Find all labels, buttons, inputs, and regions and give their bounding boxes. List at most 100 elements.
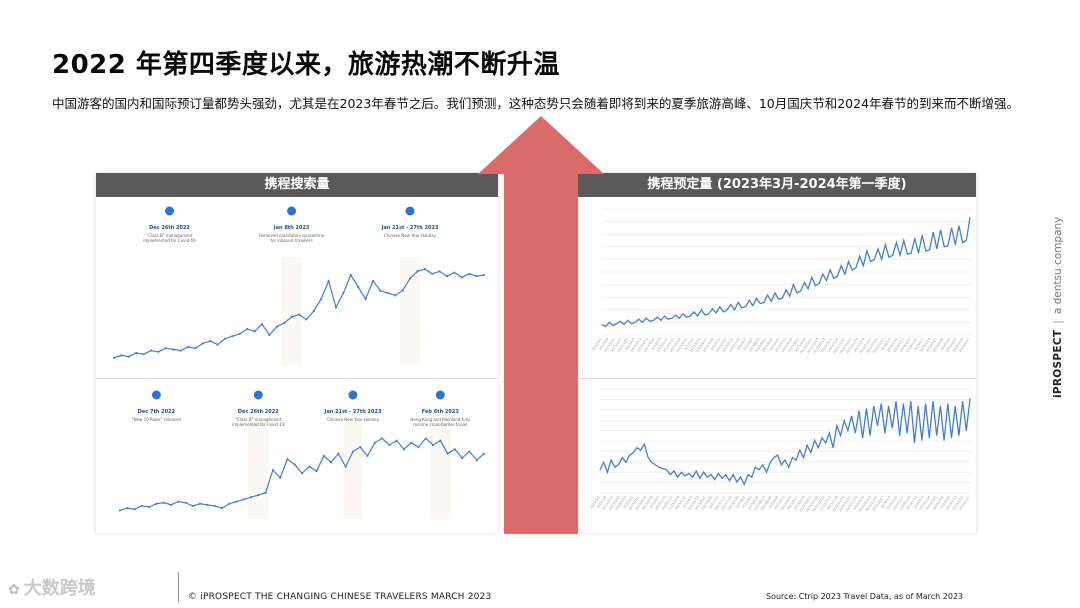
booking-data-point [740, 476, 741, 478]
booking-data-point [655, 464, 656, 466]
booking-data-point [837, 275, 838, 277]
booking-data-point [958, 435, 960, 436]
search-data-point [322, 454, 325, 457]
booking-data-point [848, 261, 849, 262]
booking-data-point [880, 403, 882, 405]
search-data-point [275, 325, 278, 328]
booking-data-point [737, 302, 739, 303]
event-marker-icon [348, 390, 358, 400]
annotation-text: Chinese New Year Holiday [327, 417, 380, 422]
annotation-text-line: "New 10 Rules" released [132, 417, 182, 422]
booking-data-point [607, 471, 608, 473]
booking-data-point [888, 256, 890, 258]
search-data-point [169, 503, 173, 506]
booking-data-point [877, 425, 878, 427]
search-data-point [438, 270, 441, 273]
search-data-point [300, 472, 304, 475]
search-data-point [118, 509, 122, 512]
booking-data-point [766, 471, 767, 473]
booking-data-point [647, 457, 649, 458]
search-data-point [191, 504, 194, 508]
booking-data-point [888, 405, 889, 407]
booking-data-point [658, 466, 660, 468]
booking-data-point [896, 242, 897, 243]
booking-data-point [899, 435, 901, 436]
booking-data-point [645, 317, 647, 319]
booking-data-point [884, 244, 886, 246]
annotation-text-line: implemented for Covid-19 [143, 238, 196, 243]
search-data-point [401, 289, 404, 292]
annotation-text-line: for inbound travelers [271, 238, 313, 243]
x-tick-label: 2023/5/3 [650, 337, 661, 351]
search-data-point [380, 437, 384, 440]
annotation-date: Feb 6th 2023 [422, 409, 460, 415]
booking-data-point [895, 400, 897, 402]
booking-data-point [914, 238, 916, 239]
search-data-point [238, 332, 241, 335]
booking-data-point [869, 435, 871, 436]
booking-volume-panel: 携程预定量 (2023年3月-2024年第一季度) 2023/3/1 2023/3… [578, 173, 976, 533]
booking-data-point [723, 311, 724, 313]
booking-data-point [958, 225, 960, 227]
booking-data-point [826, 280, 827, 281]
booking-data-point [881, 259, 883, 260]
booking-data-point [629, 454, 630, 456]
booking-data-point [778, 298, 780, 300]
search-data-point [140, 504, 143, 508]
booking-data-point [623, 324, 625, 325]
booking-data-point [703, 471, 704, 473]
search-data-point [162, 501, 165, 504]
booking-data-point [745, 306, 746, 308]
brand-vertical: iPROSPECT|a dentsu company [1052, 216, 1064, 398]
booking-data-point [947, 245, 949, 247]
booking-data-point [712, 308, 713, 310]
booking-data-point [608, 322, 610, 323]
page-subtitle: 中国游客的国内和国际预订量都势头强劲，尤其是在2023年春节之后。我们预测，这种… [52, 96, 1020, 111]
booking-data-point [910, 252, 912, 254]
booking-data-point [708, 313, 710, 315]
booking-data-point [840, 435, 841, 436]
search-data-point [308, 465, 311, 468]
booking-data-point [729, 480, 730, 482]
search-data-point [468, 272, 471, 275]
booking-data-point [822, 273, 824, 275]
search-data-point [320, 297, 323, 301]
search-data-point [366, 454, 369, 457]
annotation-text-line: Chinese New Year Holiday [384, 233, 437, 238]
annotation-text-line: resume cross-border travel [413, 422, 467, 427]
booking-data-point [965, 240, 967, 241]
search-data-point [344, 465, 347, 468]
booking-data-point [671, 317, 673, 319]
search-data-point [198, 502, 202, 505]
booking-data-point [649, 320, 651, 322]
booking-data-point [601, 324, 603, 325]
event-marker-icon [253, 390, 263, 400]
booking-data-point [599, 469, 601, 471]
annotation-text-line: Hong Kong and Mainland fully [410, 417, 470, 422]
search-data-point [213, 504, 216, 508]
booking-data-point [767, 294, 768, 296]
booking-data-point [817, 447, 819, 449]
booking-data-point [747, 474, 749, 476]
booking-data-point [714, 479, 716, 480]
booking-data-point [940, 405, 941, 407]
booking-data-point [954, 405, 956, 407]
search-data-point [223, 337, 227, 340]
event-band [430, 421, 451, 519]
search-data-point [453, 271, 456, 274]
booking-data-point [840, 265, 842, 267]
booking-data-point [748, 299, 750, 301]
booking-data-point [921, 439, 923, 441]
booking-series-line [599, 398, 971, 487]
booking-data-point [653, 319, 654, 321]
search-data-point [235, 500, 238, 503]
search-data-point [446, 452, 449, 455]
search-data-point [216, 343, 219, 346]
annotation-text: "Class B" management implemented for Covi… [143, 233, 196, 243]
booking-data-point [673, 470, 675, 472]
booking-data-point [807, 288, 809, 290]
booking-data-point [899, 254, 901, 256]
x-tick-label: 2023/5/3 [649, 495, 660, 509]
annotation-text: Removed mandatory quarantine for inbound … [259, 233, 325, 243]
booking-data-point [847, 430, 849, 431]
